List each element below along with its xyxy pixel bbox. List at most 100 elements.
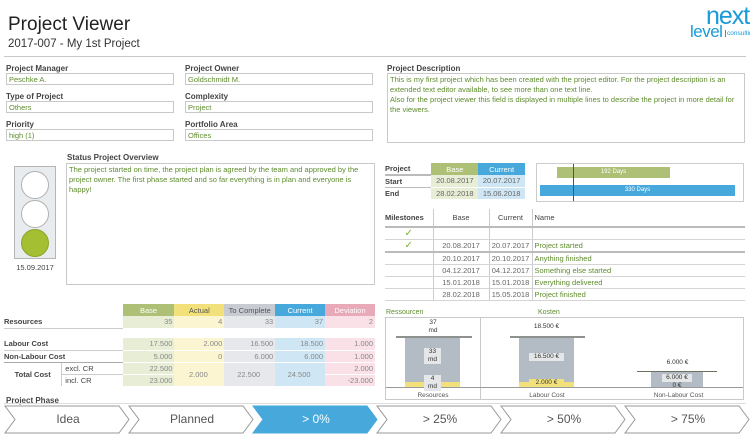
resources-actual-value: 4 md [424,375,441,391]
total-actual: 2.000 [174,362,225,387]
dates-header-project: Project [385,163,432,176]
ms-header-base: Base [432,209,489,228]
phase-step[interactable]: > 75% [624,405,750,434]
ms-header-current: Current [488,209,532,228]
phase-step-label: > 0% [302,412,330,426]
labour-label: Labour Cost [4,338,123,351]
type-of-project-field[interactable]: Others [6,101,174,113]
labour-axis-label: Labour Cost [529,392,565,399]
col-actual: Actual [174,304,225,316]
phase-step[interactable]: > 25% [376,405,504,434]
end-base: 28.02.2018 [431,187,479,199]
traffic-light-red [21,171,49,199]
project-description-field[interactable]: This is my first project which has been … [387,73,745,143]
priority-field[interactable]: high (1) [6,129,174,141]
start-base: 20.08.2017 [431,175,479,188]
cost-table: Base Actual To Complete Current Deviatio… [4,304,375,387]
phase-step[interactable]: > 50% [500,405,628,434]
milestone-name: Project started [531,239,745,253]
labour-actual-value: 2.000 € [529,379,564,387]
chart-baseline [386,387,743,388]
company-logo: next level consulting [678,2,750,41]
total-cost-label: Total Cost [14,369,51,379]
phase-step-label: > 75% [670,412,706,426]
ms-header-name: Name [531,209,745,228]
milestone-current: 15.01.2018 [488,276,532,289]
milestone-current: 04.12.2017 [488,264,532,277]
milestone-base: 20.10.2017 [432,252,489,265]
milestones-table: Milestones Base Current Name ✓ ✓ 20.08.201… [385,209,745,301]
milestone-base: 04.12.2017 [432,264,489,277]
today-marker [573,164,574,201]
logo-next: next [706,2,750,30]
project-description-label: Project Description [387,64,461,73]
milestone-current: 20.10.2017 [488,252,532,265]
ms-header-milestones: Milestones [385,209,433,228]
ressourcen-title: Ressourcen [386,309,424,316]
labour-total-value: 18.500 € [533,323,560,330]
traffic-light-green [21,229,49,257]
resources-current: 37 [275,316,326,329]
end-current: 15.06.2018 [478,187,525,199]
labour-to-complete: 16.500 [224,338,276,351]
phase-step[interactable]: Idea [4,405,132,434]
project-owner-field[interactable]: Goldschmidt M. [185,73,373,85]
col-base: Base [122,304,175,316]
milestone-row: ✓ [385,227,745,240]
phase-step[interactable]: Planned [128,405,256,434]
status-overview-label: Status Project Overview [67,153,159,162]
phase-step[interactable]: > 0% [252,405,380,434]
labour-actual: 2.000 [174,338,225,351]
project-manager-field[interactable]: Peschke A. [6,73,174,85]
milestone-name: Project finished [531,288,745,301]
phase-chevron-shape [128,405,254,434]
portfolio-area-label: Portfolio Area [185,120,238,129]
description-line: This is my first project which has been … [390,75,726,94]
phase-chevron-shape [376,405,502,434]
nonlabour-actual: 0 [174,350,225,363]
milestone-name: Anything finished [531,252,745,265]
logo-level: level [690,22,723,41]
resources-current-line [396,336,472,338]
logo-consulting: consulting [725,30,750,37]
phase-divider [4,403,746,404]
incl-cr-label: incl. CR [61,374,123,386]
phase-step-label: Idea [56,412,80,426]
col-deviation: Deviation [325,304,375,316]
project-manager-label: Project Manager [6,64,69,73]
milestone-name: Something else started [531,264,745,277]
dates-header-base: Base [431,163,479,175]
status-overview-field[interactable]: The project started on time, the project… [66,163,375,285]
milestone-row: 15.01.2018 15.01.2018 Everything delivered [385,276,745,289]
project-subtitle: 2017-007 - My 1st Project [8,38,140,50]
labour-tc-value: 16.500 € [529,353,564,361]
dates-label-start: Start [385,175,432,188]
project-owner-label: Project Owner [185,64,240,73]
milestone-current [488,227,532,240]
milestone-base [432,227,489,240]
project-dates-table: Project Base Current Start 20.08.2017 20… [385,163,525,199]
portfolio-area-field[interactable]: Offices [185,129,373,141]
priority-label: Priority [6,120,35,129]
milestone-check-icon: ✓ [385,227,433,240]
nonlabour-tc-value: 6.000 € [662,374,692,382]
col-to-complete: To Complete [224,304,276,316]
base-duration-bar: 192 Days [557,167,670,178]
phase-chevron-shape [500,405,626,434]
milestone-base: 20.08.2017 [432,239,489,253]
labour-current: 18.500 [275,338,326,351]
project-phase-label: Project Phase [6,396,59,405]
resources-axis-label: Resources [417,392,449,399]
nonlabour-total-value: 6.000 € [666,359,689,366]
type-of-project-label: Type of Project [6,92,64,101]
nonlabour-current-line [637,371,717,372]
complexity-field[interactable]: Project [185,101,373,113]
page-title: Project Viewer [8,14,131,35]
excl-cr-label: excl. CR [61,362,123,375]
kosten-title: Kosten [538,309,560,316]
resources-actual: 4 [174,316,225,329]
nonlabour-actual-value: 0 € [672,382,682,389]
phase-chevron-shape [4,405,130,434]
milestone-row: 20.10.2017 20.10.2017 Anything finished [385,252,745,265]
total-deviation-excl: 2.000 [325,362,375,375]
